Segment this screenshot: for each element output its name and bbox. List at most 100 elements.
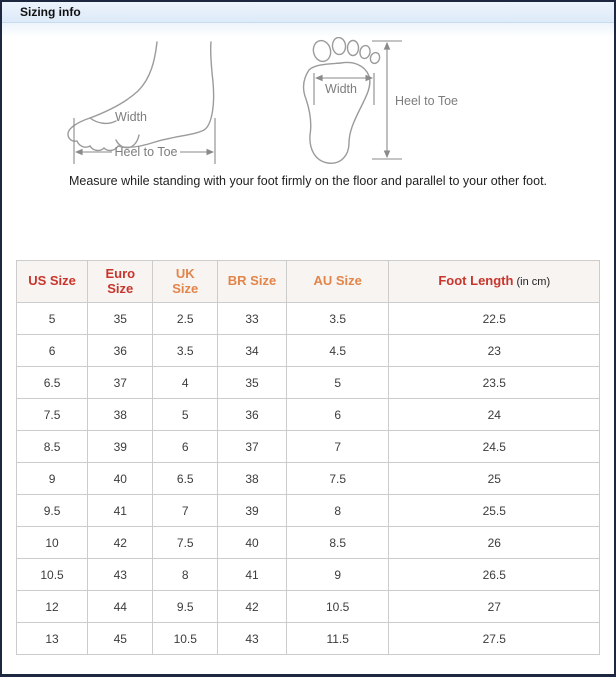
size-cell-euro: 45 [87,622,154,655]
size-cell-us: 12 [15,590,89,623]
print-length-label: Heel to Toe [395,94,458,108]
size-cell-br: 36 [217,398,287,431]
size-cell-foot: 23.5 [388,366,600,399]
size-cell-br: 40 [217,526,287,559]
size-cell-au: 11.5 [285,622,390,655]
column-header-br: BR Size [217,260,287,303]
size-row: 6.5 37 4 35 5 23.5 [15,366,600,399]
size-cell-euro: 38 [87,398,154,431]
size-cell-us: 5 [15,302,89,335]
size-cell-br: 43 [217,622,287,655]
panel-title: Sizing info [2,2,614,23]
size-cell-euro: 43 [87,558,154,591]
foot-side-view-diagram: Width Heel to Toe [67,41,216,164]
size-cell-euro: 40 [87,462,154,495]
size-cell-br: 33 [217,302,287,335]
size-cell-euro: 39 [87,430,154,463]
size-row: 10.5 43 8 41 9 26.5 [15,558,600,591]
column-header-us: US Size [15,260,89,303]
size-row: 9 40 6.5 38 7.5 25 [15,462,600,495]
size-cell-euro: 36 [87,334,154,367]
unit-note: (in cm) [513,276,551,289]
size-cell-uk: 4 [152,366,219,399]
size-chart-section: US Size Euro Size UK Size BR Size AU Size Foo… [15,260,600,655]
size-cell-foot: 22.5 [388,302,600,335]
size-cell-br: 35 [217,366,287,399]
size-cell-foot: 25.5 [388,494,600,527]
size-cell-foot: 25 [388,462,600,495]
measure-instruction: Measure while standing with your foot fi… [68,174,548,188]
size-cell-foot: 24 [388,398,600,431]
toe-crease [89,117,117,125]
size-cell-euro: 41 [87,494,154,527]
size-cell-euro: 44 [87,590,154,623]
size-cell-au: 7.5 [285,462,390,495]
size-cell-au: 3.5 [285,302,390,335]
size-cell-uk: 7.5 [152,526,219,559]
size-row: 9.5 41 7 39 8 25.5 [15,494,600,527]
size-cell-uk: 6.5 [152,462,219,495]
print-width-label: Width [325,82,357,96]
size-cell-br: 37 [217,430,287,463]
size-cell-uk: 7 [152,494,219,527]
size-cell-br: 42 [217,590,287,623]
size-row: 7.5 38 5 36 6 24 [15,398,600,431]
side-length-label: Heel to Toe [114,145,177,159]
size-cell-us: 8.5 [15,430,89,463]
size-cell-foot: 26 [388,526,600,559]
size-cell-uk: 10.5 [152,622,219,655]
column-header-au: AU Size [285,260,390,303]
size-cell-au: 7 [285,430,390,463]
size-cell-uk: 3.5 [152,334,219,367]
size-cell-euro: 37 [87,366,154,399]
big-toe [312,39,332,63]
size-cell-us: 9.5 [15,494,89,527]
size-cell-uk: 9.5 [152,590,219,623]
size-row: 10 42 7.5 40 8.5 26 [15,526,600,559]
size-cell-uk: 5 [152,398,219,431]
size-row: 8.5 39 6 37 7 24.5 [15,430,600,463]
ball-girth-line [115,134,140,149]
size-cell-br: 41 [217,558,287,591]
size-cell-foot: 27 [388,590,600,623]
size-cell-euro: 35 [87,302,154,335]
size-row: 5 35 2.5 33 3.5 22.5 [15,302,600,335]
toe-2 [331,37,347,56]
size-cell-au: 8.5 [285,526,390,559]
size-cell-us: 10.5 [15,558,89,591]
toe-5 [369,51,381,65]
foot-outline [67,41,215,152]
side-width-label: Width [115,110,147,124]
size-cell-au: 5 [285,366,390,399]
size-cell-us: 6 [15,334,89,367]
size-cell-foot: 24.5 [388,430,600,463]
size-cell-us: 7.5 [15,398,89,431]
titlebar-fade [2,23,614,37]
size-cell-uk: 2.5 [152,302,219,335]
column-header-foot: Foot Length (in cm) [388,260,600,303]
size-cell-br: 34 [217,334,287,367]
size-row: 13 45 10.5 43 11.5 27.5 [15,622,600,655]
size-cell-foot: 27.5 [388,622,600,655]
sole-outline [302,61,371,164]
column-header-euro: Euro Size [87,260,154,303]
size-cell-foot: 23 [388,334,600,367]
toe-3 [346,39,360,57]
size-cell-au: 9 [285,558,390,591]
size-cell-uk: 8 [152,558,219,591]
footprint-diagram: Width Heel to Toe [302,37,458,164]
size-row: 6 36 3.5 34 4.5 23 [15,334,600,367]
size-cell-us: 6.5 [15,366,89,399]
size-cell-us: 13 [15,622,89,655]
size-cell-euro: 42 [87,526,154,559]
size-cell-foot: 26.5 [388,558,600,591]
size-cell-au: 4.5 [285,334,390,367]
size-cell-us: 10 [15,526,89,559]
size-cell-us: 9 [15,462,89,495]
size-cell-br: 38 [217,462,287,495]
size-cell-br: 39 [217,494,287,527]
size-cell-au: 8 [285,494,390,527]
size-chart-table: US Size Euro Size UK Size BR Size AU Size Foo… [15,260,600,655]
measurement-diagrams: Width Heel to Toe [2,37,614,172]
